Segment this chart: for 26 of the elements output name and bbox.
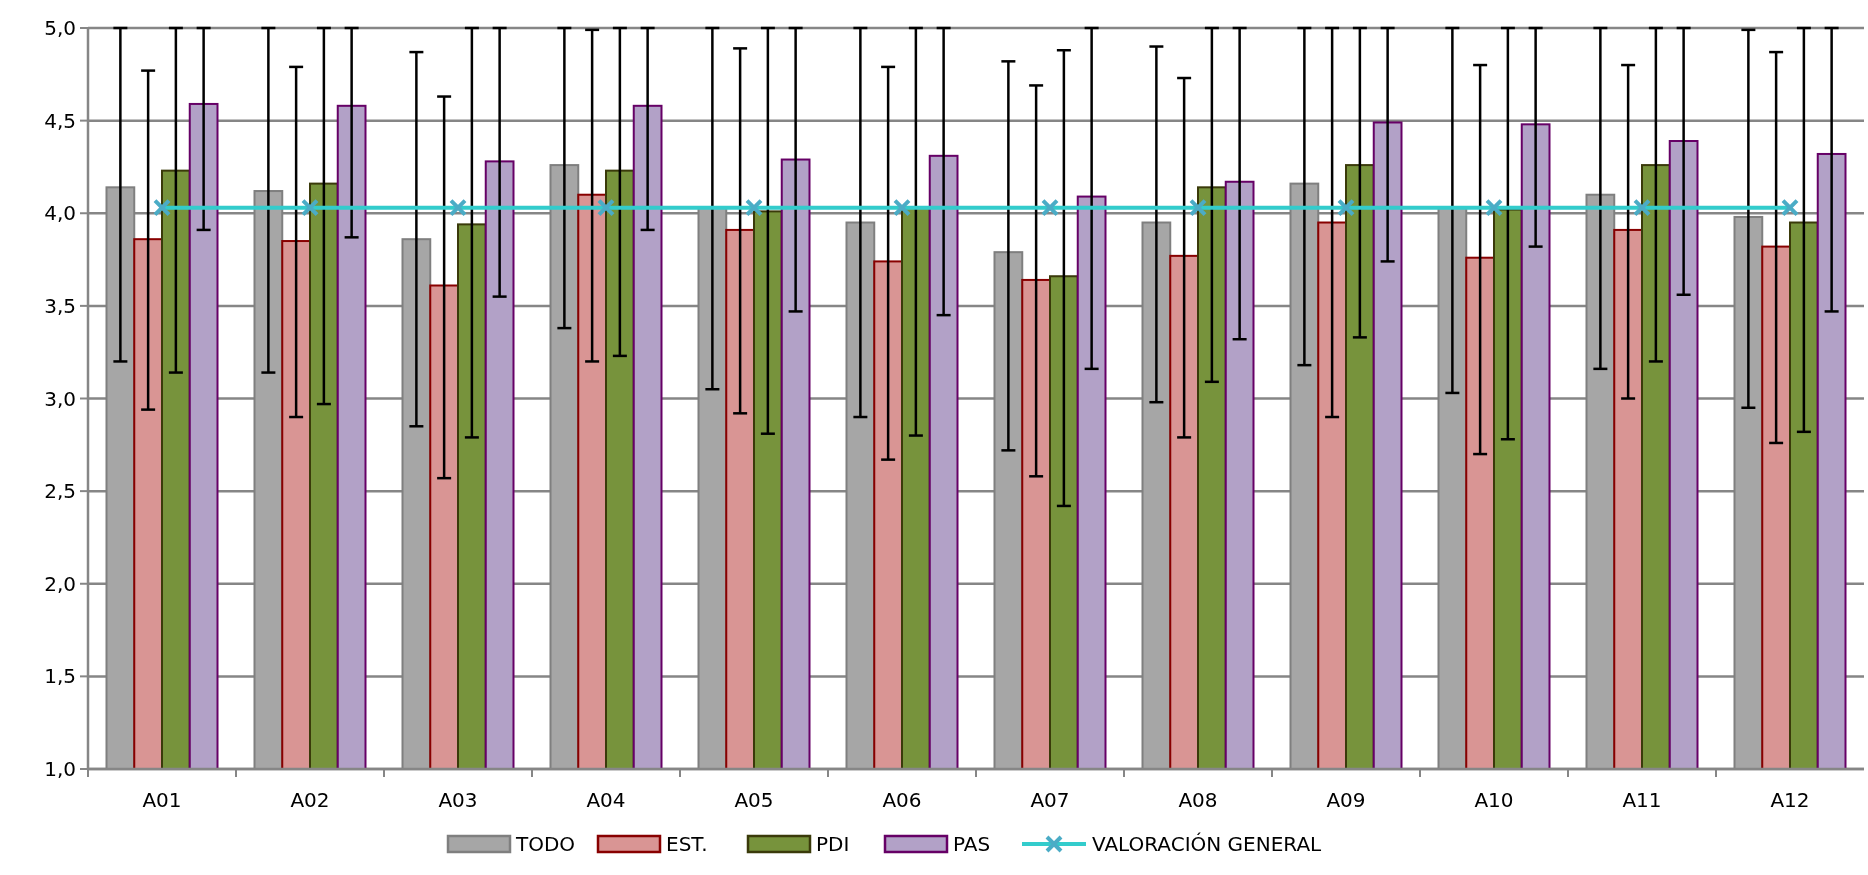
x-tick-label: A10 [1474,788,1514,812]
x-tick-label: A08 [1178,788,1218,812]
y-tick-label: 3,0 [44,386,76,411]
x-tick-label: A09 [1326,788,1366,812]
legend-label: TODO [515,832,576,856]
y-tick-label: 4,5 [44,108,76,133]
y-tick-label: 2,0 [44,571,76,596]
y-tick-label: 5,0 [44,16,76,40]
y-tick-label: 1,5 [44,664,76,689]
y-tick-label: 1,0 [44,757,76,781]
x-tick-label: A03 [438,788,478,812]
x-tick-label: A07 [1030,788,1070,812]
x-tick-label: A06 [882,788,922,812]
y-tick-label: 4,0 [44,201,76,226]
x-tick-label: A01 [142,788,182,812]
legend-label: PDI [816,832,850,856]
x-tick-label: A11 [1622,788,1662,812]
x-tick-label: A04 [586,788,626,812]
legend-label: EST. [666,832,708,856]
y-tick-label: 2,5 [44,479,76,504]
x-tick-label: A05 [734,788,774,812]
x-tick-label: A12 [1770,788,1810,812]
legend-label: VALORACIÓN GENERAL [1092,832,1323,856]
x-tick-label: A02 [290,788,330,812]
y-tick-label: 3,5 [44,293,76,318]
legend-label: PAS [953,832,991,856]
